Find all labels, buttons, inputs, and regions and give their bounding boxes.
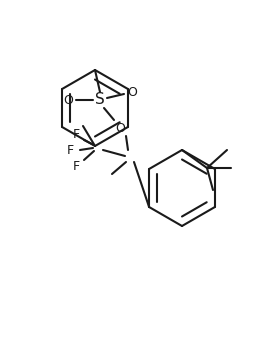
Text: O: O (63, 94, 73, 107)
Text: F: F (66, 144, 73, 156)
Text: F: F (72, 127, 80, 140)
Text: O: O (127, 85, 137, 98)
Text: F: F (72, 160, 80, 173)
Text: S: S (95, 92, 105, 108)
Text: O: O (115, 121, 125, 134)
